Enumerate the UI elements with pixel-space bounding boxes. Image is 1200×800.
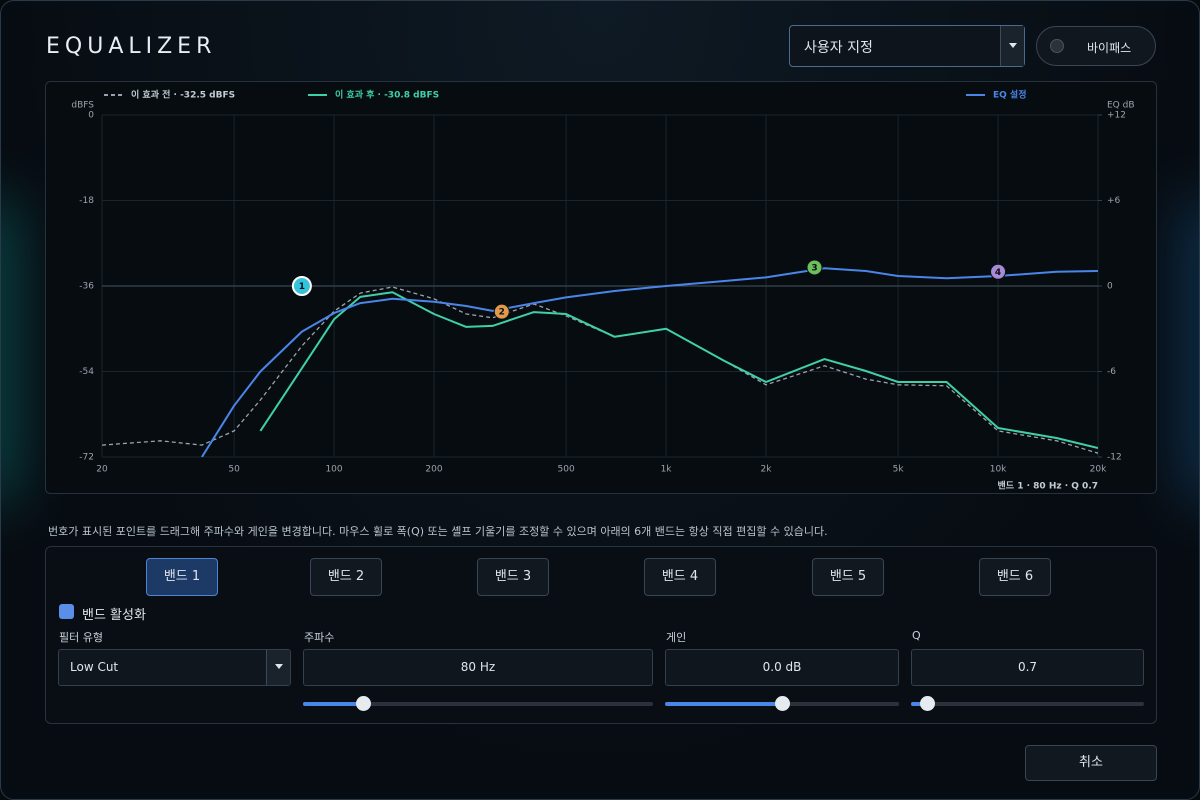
- checkbox-label: 밴드 활성화: [82, 608, 146, 623]
- y2-tick-label: 0: [1107, 282, 1113, 292]
- x-tick-label: 20k: [1090, 465, 1107, 475]
- band-handle[interactable]: [493, 303, 510, 320]
- checkbox[interactable]: [59, 604, 74, 619]
- y-tick-label: -36: [79, 282, 94, 292]
- edge-glow: [1189, 201, 1199, 501]
- dropdown-arrow: [1000, 26, 1024, 66]
- preset-value: 사용자 지정: [804, 40, 873, 56]
- title: EQUALIZER: [46, 34, 217, 59]
- y2-tick-label: +12: [1107, 111, 1126, 121]
- field-label: 게인: [666, 631, 687, 644]
- y2-axis-label: EQ dB: [1107, 101, 1135, 111]
- y-tick-label: 0: [88, 111, 94, 121]
- status: 밴드 1 · 80 Hz · Q 0.7: [998, 480, 1098, 492]
- band-handle-label: 4: [995, 268, 1001, 278]
- band-tab[interactable]: 밴드 1: [146, 558, 218, 596]
- band-tab[interactable]: 밴드 5: [812, 558, 884, 596]
- series-line: [259, 291, 1098, 449]
- plot-area: [102, 267, 1098, 457]
- legend-label: 이 효과 전 · -32.5 dBFS: [131, 89, 235, 101]
- field-label: Q: [912, 629, 921, 642]
- band-handle-label: 2: [499, 308, 505, 318]
- bypass-label: 바이패스: [1087, 41, 1132, 55]
- y-tick-label: -54: [79, 367, 94, 377]
- edge-glow: [1, 201, 11, 501]
- x-tick-label: 200: [425, 465, 442, 475]
- preset-dropdown[interactable]: 사용자 지정: [789, 25, 1025, 67]
- y2-tick-label: -12: [1107, 453, 1122, 463]
- x-tick-label: 20: [96, 465, 108, 475]
- toggle-dot: [1050, 39, 1064, 53]
- band-handle-label: 3: [811, 263, 817, 273]
- y2-tick-label: -6: [1107, 367, 1116, 377]
- series-line: [201, 267, 1098, 457]
- filter-dropdown[interactable]: Low Cut: [58, 649, 291, 686]
- freq-slider[interactable]: [303, 696, 653, 711]
- x-tick-label: 100: [325, 465, 342, 475]
- freq-input[interactable]: 80 Hz: [303, 649, 653, 686]
- band-panel: 밴드 1 밴드 2 밴드 3 밴드 4 밴드 5 밴드 6 밴드 활성화 필터 …: [45, 546, 1157, 724]
- y-tick-label: -18: [79, 196, 94, 206]
- band-tab[interactable]: 밴드 4: [644, 558, 716, 596]
- band-tab[interactable]: 밴드 6: [979, 558, 1051, 596]
- bypass-toggle[interactable]: 바이패스: [1036, 26, 1156, 66]
- eq-chart: dBFS EQ dB 밴드 1 · 80 Hz · Q 0.7 20 50 100 2…: [45, 81, 1157, 494]
- band-handle-label: 1: [299, 282, 305, 292]
- band-handle[interactable]: [806, 259, 823, 276]
- filter-value: Low Cut: [70, 660, 119, 674]
- dropdown-arrow: [266, 650, 290, 685]
- chart-panel: [45, 81, 1157, 494]
- gain-slider[interactable]: [665, 696, 899, 711]
- band-tab[interactable]: 밴드 3: [477, 558, 549, 596]
- legend-label: 이 효과 후 · -30.8 dBFS: [335, 89, 439, 101]
- hint: 번호가 표시된 포인트를 드래그해 주파수와 게인을 변경합니다. 마우스 휠로…: [48, 525, 828, 538]
- y2-tick-label: +6: [1107, 196, 1121, 206]
- field-label: 주파수: [304, 631, 335, 644]
- band-tab[interactable]: 밴드 2: [310, 558, 382, 596]
- x-tick-label: 50: [228, 465, 240, 475]
- x-tick-label: 1k: [661, 465, 673, 475]
- y-tick-label: -72: [79, 453, 94, 463]
- gain-input[interactable]: 0.0 dB: [665, 649, 899, 686]
- q-slider[interactable]: [911, 696, 1144, 711]
- q-input[interactable]: 0.7: [911, 649, 1144, 686]
- band-handle[interactable]: [990, 263, 1007, 280]
- x-tick-label: 2k: [761, 465, 773, 475]
- y-axis-label: dBFS: [71, 101, 94, 111]
- cancel-button[interactable]: 취소: [1025, 745, 1157, 781]
- field-label: 필터 유형: [59, 631, 103, 644]
- band-handle[interactable]: [291, 276, 312, 296]
- x-tick-label: 10k: [990, 465, 1007, 475]
- x-tick-label: 5k: [893, 465, 905, 475]
- legend-label: EQ 설정: [993, 89, 1027, 101]
- x-tick-label: 500: [558, 465, 575, 475]
